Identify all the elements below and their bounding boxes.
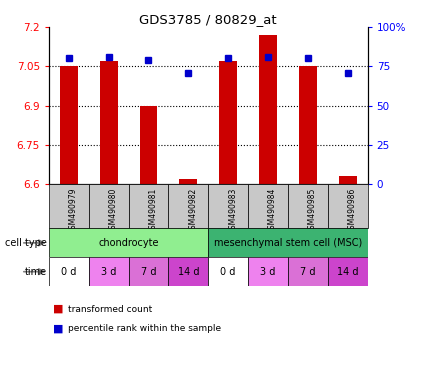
Bar: [288, 257, 328, 286]
Text: ■: ■: [53, 323, 64, 333]
Text: 7 d: 7 d: [300, 266, 316, 277]
Text: GSM490986: GSM490986: [348, 188, 357, 234]
Bar: [248, 184, 288, 228]
Text: 0 d: 0 d: [221, 266, 236, 277]
Bar: [219, 61, 237, 184]
Bar: [299, 66, 317, 184]
Bar: [60, 66, 78, 184]
Text: chondrocyte: chondrocyte: [98, 238, 159, 248]
Bar: [89, 257, 128, 286]
Bar: [179, 179, 197, 184]
Text: 3 d: 3 d: [101, 266, 116, 277]
Bar: [128, 257, 168, 286]
Bar: [339, 176, 357, 184]
Bar: [288, 184, 328, 228]
Text: 7 d: 7 d: [141, 266, 156, 277]
Text: GSM490983: GSM490983: [228, 188, 237, 234]
Text: percentile rank within the sample: percentile rank within the sample: [68, 324, 221, 333]
Text: GSM490980: GSM490980: [109, 188, 118, 234]
Text: GSM490982: GSM490982: [188, 188, 197, 234]
Bar: [168, 184, 208, 228]
Text: 3 d: 3 d: [261, 266, 276, 277]
Text: mesenchymal stem cell (MSC): mesenchymal stem cell (MSC): [214, 238, 362, 248]
Title: GDS3785 / 80829_at: GDS3785 / 80829_at: [139, 13, 277, 26]
Bar: [139, 106, 157, 184]
Text: GSM490979: GSM490979: [69, 188, 78, 234]
Bar: [49, 257, 89, 286]
Text: ■: ■: [53, 304, 64, 314]
Bar: [89, 184, 128, 228]
Bar: [49, 184, 89, 228]
Bar: [208, 184, 248, 228]
Text: GSM490985: GSM490985: [308, 188, 317, 234]
Bar: [328, 257, 368, 286]
Text: cell type: cell type: [5, 238, 47, 248]
Text: time: time: [25, 266, 47, 277]
Bar: [208, 257, 248, 286]
Text: 14 d: 14 d: [337, 266, 358, 277]
Bar: [128, 184, 168, 228]
Bar: [208, 228, 368, 257]
Bar: [328, 184, 368, 228]
Text: 0 d: 0 d: [61, 266, 76, 277]
Text: 14 d: 14 d: [178, 266, 199, 277]
Text: GSM490984: GSM490984: [268, 188, 277, 234]
Bar: [259, 35, 277, 184]
Text: transformed count: transformed count: [68, 305, 152, 314]
Bar: [168, 257, 208, 286]
Bar: [49, 228, 208, 257]
Bar: [248, 257, 288, 286]
Bar: [100, 61, 118, 184]
Text: GSM490981: GSM490981: [148, 188, 158, 234]
